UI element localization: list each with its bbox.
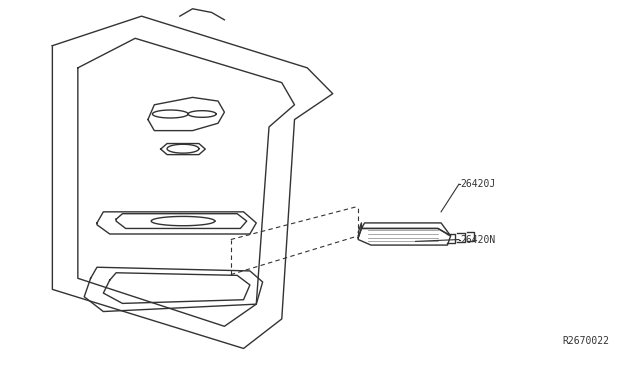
Text: 26420N: 26420N [460,234,495,244]
Text: R2670022: R2670022 [562,336,609,346]
Text: 26420J: 26420J [460,179,495,189]
